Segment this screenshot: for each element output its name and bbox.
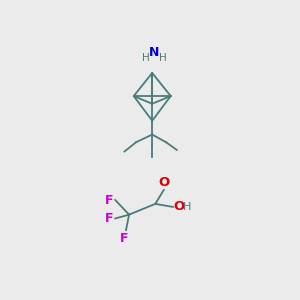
Text: O: O [174, 200, 185, 213]
Text: H: H [183, 202, 191, 212]
Text: F: F [105, 212, 114, 225]
Text: O: O [158, 176, 169, 189]
Text: H: H [159, 52, 167, 63]
Text: H: H [142, 52, 150, 63]
Text: N: N [149, 46, 160, 59]
Text: F: F [105, 194, 114, 206]
Text: F: F [120, 232, 129, 244]
